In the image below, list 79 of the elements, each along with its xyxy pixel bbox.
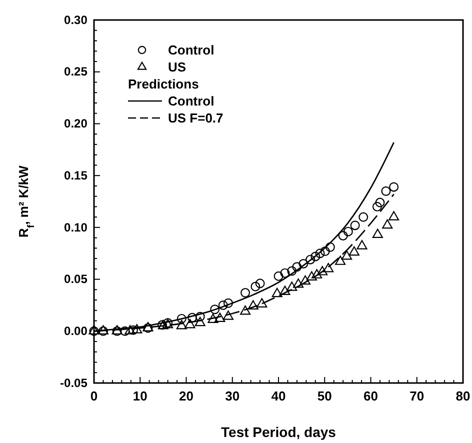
point bbox=[272, 288, 282, 298]
point bbox=[350, 220, 360, 230]
point bbox=[348, 246, 360, 256]
point bbox=[310, 252, 320, 262]
point bbox=[317, 266, 328, 276]
point bbox=[194, 316, 206, 326]
point bbox=[210, 304, 220, 314]
point bbox=[358, 212, 368, 222]
point bbox=[280, 268, 290, 278]
x-tick-label: 70 bbox=[410, 388, 424, 404]
point bbox=[381, 186, 391, 196]
legend-label: US F=0.7 bbox=[168, 110, 224, 126]
point bbox=[293, 278, 304, 288]
point bbox=[382, 219, 393, 229]
legend-label: US bbox=[168, 60, 186, 75]
point bbox=[372, 228, 383, 238]
y-tick-label: -0.05 bbox=[60, 376, 88, 390]
point bbox=[256, 298, 268, 308]
point bbox=[128, 325, 138, 335]
point bbox=[223, 298, 233, 308]
x-tick-label: 0 bbox=[90, 388, 98, 404]
point bbox=[292, 262, 302, 272]
point bbox=[323, 262, 334, 272]
legend-label: Control bbox=[168, 94, 214, 109]
point bbox=[286, 282, 298, 291]
legend-label: Control bbox=[168, 42, 214, 58]
point bbox=[325, 242, 335, 252]
point bbox=[176, 320, 187, 330]
point bbox=[312, 269, 322, 278]
point bbox=[184, 318, 196, 328]
point bbox=[343, 226, 353, 236]
point bbox=[320, 246, 330, 256]
point bbox=[341, 250, 352, 260]
point bbox=[195, 312, 205, 322]
point bbox=[372, 202, 382, 212]
point bbox=[388, 211, 400, 220]
x-tick-label: 30 bbox=[225, 388, 240, 404]
point bbox=[124, 325, 136, 334]
point bbox=[389, 182, 399, 192]
point bbox=[214, 312, 226, 322]
point bbox=[287, 266, 297, 276]
point bbox=[240, 305, 251, 315]
point bbox=[250, 282, 260, 292]
point bbox=[132, 324, 142, 334]
point bbox=[375, 198, 385, 208]
point bbox=[187, 312, 197, 322]
y-tick-label: 0.25 bbox=[64, 64, 88, 79]
point bbox=[306, 271, 317, 280]
y-tick-label: 0.00 bbox=[64, 324, 88, 338]
x-tick-label: 50 bbox=[317, 388, 332, 404]
x-axis-title: Test Period, days bbox=[221, 424, 336, 440]
point bbox=[255, 278, 265, 288]
point bbox=[298, 258, 308, 268]
point bbox=[338, 230, 348, 240]
point bbox=[120, 326, 130, 336]
y-tick-label: 0.30 bbox=[64, 12, 88, 27]
point bbox=[280, 286, 290, 296]
point bbox=[240, 288, 250, 298]
point bbox=[248, 300, 258, 310]
point bbox=[176, 314, 186, 324]
point bbox=[315, 248, 325, 258]
x-tick-label: 60 bbox=[364, 388, 378, 404]
point bbox=[356, 240, 368, 250]
annotation: Predictions bbox=[128, 76, 199, 92]
x-tick-label: 40 bbox=[271, 388, 286, 404]
point bbox=[208, 314, 218, 324]
point bbox=[300, 275, 311, 285]
x-tick-label: 10 bbox=[132, 388, 148, 404]
x-tick-label: 20 bbox=[179, 388, 194, 404]
point bbox=[218, 300, 228, 310]
point bbox=[274, 271, 284, 281]
point bbox=[222, 310, 234, 320]
y-tick-label: 0.20 bbox=[64, 116, 88, 131]
point bbox=[306, 254, 316, 264]
y-tick-label: 0.10 bbox=[64, 220, 88, 234]
y-tick-label: 0.05 bbox=[64, 272, 88, 286]
point bbox=[335, 256, 346, 265]
y-tick-label: 0.15 bbox=[64, 168, 88, 182]
x-tick-label: 80 bbox=[456, 388, 470, 404]
